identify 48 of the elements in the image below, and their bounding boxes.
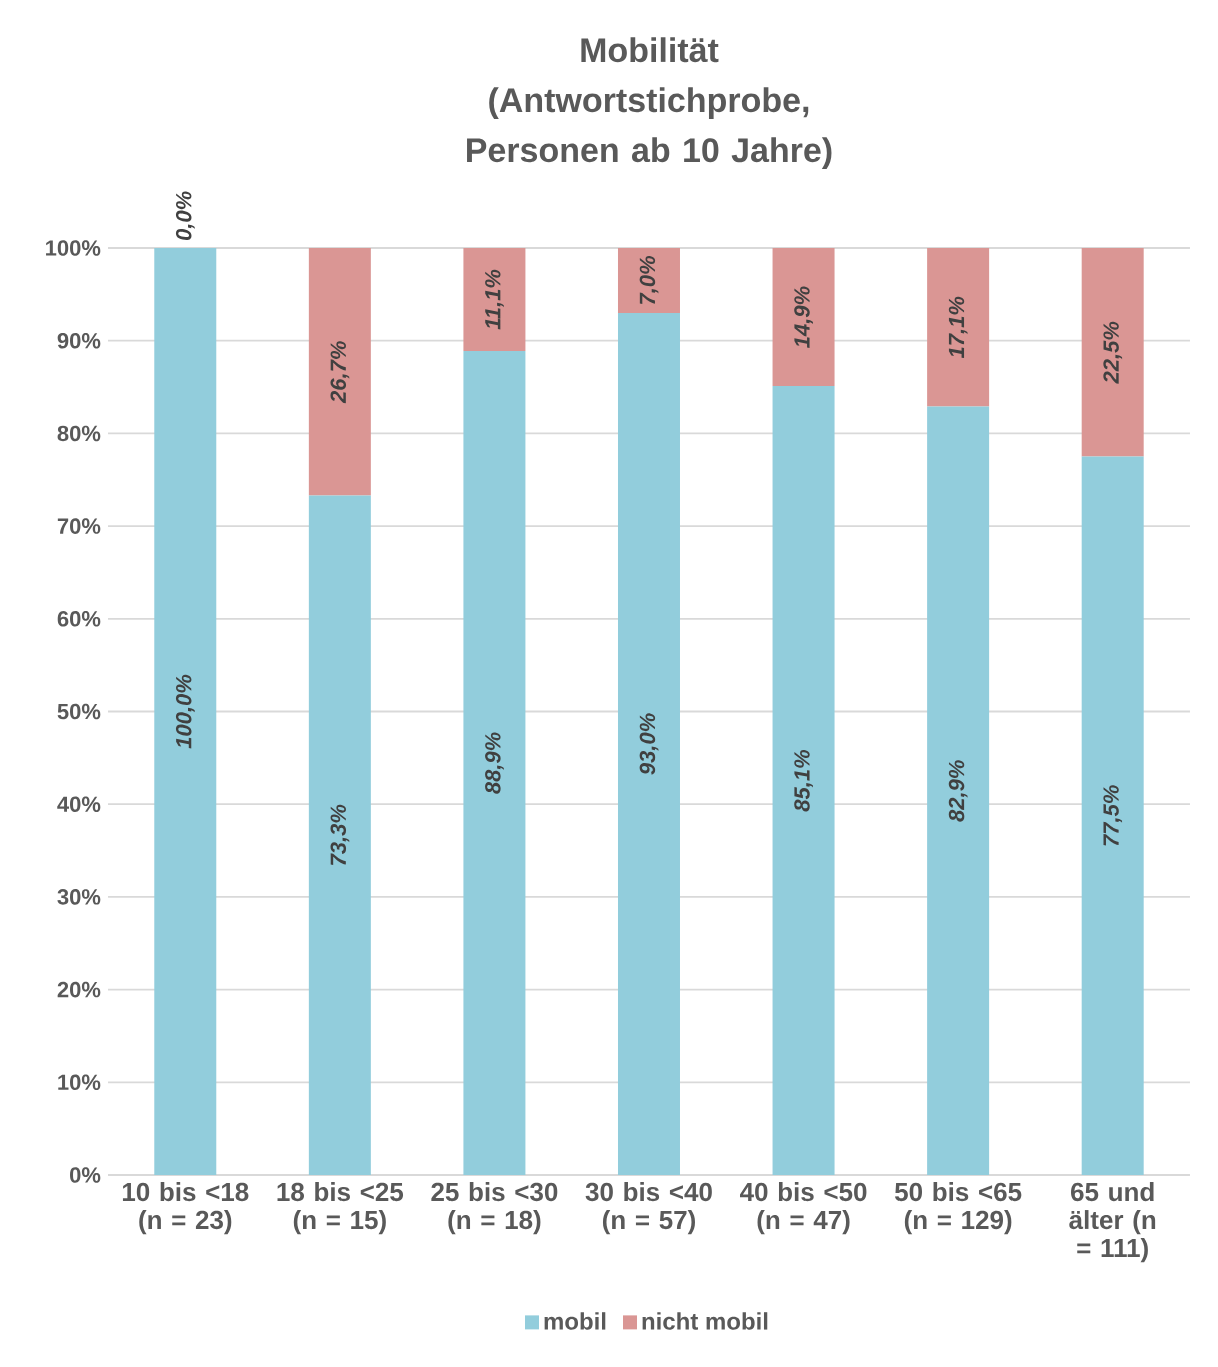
data-label: 7,0%	[639, 255, 659, 304]
data-label: 11,1%	[485, 269, 504, 330]
data-label: 22,5%	[1103, 321, 1123, 384]
chart-title: Mobilität (Antwortstichprobe, Personen ab 10 Jahre)	[467, 37, 832, 169]
bar	[154, 248, 217, 1175]
data-label: 0,0%	[175, 191, 195, 241]
x-tick-label: 40 bis <50 (n = 47)	[740, 1182, 867, 1235]
y-tick-label: 100%	[46, 240, 101, 256]
y-tick-label: 80%	[57, 425, 101, 442]
data-label: 85,1%	[794, 749, 813, 812]
y-tick-label: 20%	[57, 981, 101, 998]
y-tick-label: 90%	[57, 332, 101, 349]
bar	[1081, 456, 1144, 1175]
data-label: 77,5%	[1103, 785, 1123, 846]
data-label: 73,3%	[330, 804, 350, 865]
legend-label: mobil	[544, 1312, 606, 1330]
data-label: 82,9%	[948, 760, 968, 822]
bar	[772, 248, 835, 387]
x-tick-label: 25 bis <30 (n = 18)	[431, 1182, 558, 1235]
bar	[618, 312, 680, 1175]
data-label: 26,7%	[330, 341, 350, 404]
x-tick-label: 30 bis <40 (n = 57)	[585, 1182, 712, 1235]
y-tick-label: 0%	[70, 1167, 101, 1183]
bar	[463, 350, 526, 1175]
x-tick-label: 18 bis <25 (n = 15)	[277, 1182, 404, 1235]
bar	[308, 495, 371, 1175]
bar	[308, 248, 371, 496]
x-tick-label: 65 und älter (n = 111)	[1069, 1182, 1156, 1263]
data-label: 100,0%	[175, 674, 195, 749]
y-tick-label: 50%	[57, 703, 101, 720]
bar	[927, 406, 990, 1175]
x-tick-label: 50 bis <65 (n = 129)	[894, 1182, 1022, 1235]
y-tick-label: 40%	[57, 796, 101, 812]
data-label: 14,9%	[794, 286, 813, 348]
data-label: 17,1%	[948, 296, 968, 359]
y-tick-label: 10%	[58, 1074, 101, 1091]
data-label: 88,9%	[485, 732, 504, 794]
bar	[463, 248, 526, 351]
data-label: 93,0%	[639, 713, 659, 775]
bar	[927, 248, 990, 407]
bar	[1081, 248, 1144, 457]
x-tick-label: 10 bis <18 (n = 23)	[122, 1182, 249, 1235]
legend-label: nicht mobil	[642, 1312, 768, 1330]
bar	[618, 248, 680, 313]
y-tick-label: 70%	[57, 518, 101, 534]
y-tick-label: 30%	[57, 889, 101, 905]
bar	[772, 386, 835, 1175]
y-tick-label: 60%	[57, 611, 101, 627]
